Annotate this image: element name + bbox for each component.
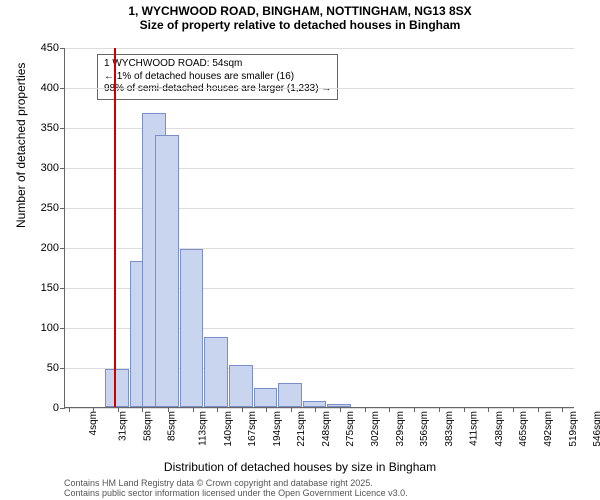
x-tick-label: 519sqm bbox=[568, 411, 579, 447]
x-tick-mark bbox=[464, 407, 465, 412]
x-tick-mark bbox=[69, 407, 70, 412]
y-tick-mark bbox=[60, 408, 65, 409]
plot-area: 1 WYCHWOOD ROAD: 54sqm ← 1% of detached … bbox=[64, 48, 574, 408]
histogram-bar bbox=[278, 383, 302, 407]
x-tick-label: 383sqm bbox=[444, 411, 455, 447]
y-tick-mark bbox=[60, 328, 65, 329]
credits: Contains HM Land Registry data © Crown c… bbox=[64, 478, 408, 499]
credits-line2: Contains public sector information licen… bbox=[64, 488, 408, 498]
x-tick-mark bbox=[315, 407, 316, 412]
y-tick-mark bbox=[60, 368, 65, 369]
y-tick-label: 50 bbox=[47, 362, 59, 374]
x-tick-label: 438sqm bbox=[494, 411, 505, 447]
x-tick-mark bbox=[217, 407, 218, 412]
x-tick-label: 85sqm bbox=[167, 411, 178, 441]
x-tick-label: 167sqm bbox=[247, 411, 258, 447]
x-tick-mark bbox=[513, 407, 514, 412]
x-tick-label: 465sqm bbox=[519, 411, 530, 447]
x-tick-label: 221sqm bbox=[296, 411, 307, 447]
x-tick-mark bbox=[193, 407, 194, 412]
x-axis-title: Distribution of detached houses by size … bbox=[0, 460, 600, 474]
y-tick-label: 250 bbox=[41, 202, 59, 214]
x-tick-mark bbox=[340, 407, 341, 412]
grid-line bbox=[65, 48, 574, 49]
x-tick-mark bbox=[538, 407, 539, 412]
histogram-bar bbox=[105, 369, 129, 407]
annotation-line1: 1 WYCHWOOD ROAD: 54sqm bbox=[104, 58, 331, 71]
x-tick-mark bbox=[414, 407, 415, 412]
x-tick-mark bbox=[439, 407, 440, 412]
x-tick-label: 492sqm bbox=[543, 411, 554, 447]
grid-line bbox=[65, 88, 574, 89]
y-tick-label: 0 bbox=[53, 402, 59, 414]
grid-line bbox=[65, 168, 574, 169]
y-tick-mark bbox=[60, 88, 65, 89]
x-tick-mark bbox=[142, 407, 143, 412]
x-tick-mark bbox=[562, 407, 563, 412]
histogram-bar bbox=[180, 249, 204, 407]
y-tick-mark bbox=[60, 288, 65, 289]
y-tick-mark bbox=[60, 128, 65, 129]
histogram-bar bbox=[204, 337, 228, 407]
y-tick-label: 450 bbox=[41, 42, 59, 54]
annotation-line3: 98% of semi-detached houses are larger (… bbox=[104, 83, 331, 96]
annotation-line2: ← 1% of detached houses are smaller (16) bbox=[104, 71, 331, 84]
y-tick-mark bbox=[60, 208, 65, 209]
x-tick-label: 302sqm bbox=[370, 411, 381, 447]
title-block: 1, WYCHWOOD ROAD, BINGHAM, NOTTINGHAM, N… bbox=[0, 0, 600, 34]
x-tick-mark bbox=[291, 407, 292, 412]
grid-line bbox=[65, 248, 574, 249]
grid-line bbox=[65, 208, 574, 209]
x-tick-mark bbox=[93, 407, 94, 412]
x-tick-mark bbox=[389, 407, 390, 412]
reference-line bbox=[114, 48, 116, 407]
title-line1: 1, WYCHWOOD ROAD, BINGHAM, NOTTINGHAM, N… bbox=[0, 4, 600, 18]
y-tick-mark bbox=[60, 248, 65, 249]
x-tick-label: 329sqm bbox=[395, 411, 406, 447]
y-tick-mark bbox=[60, 48, 65, 49]
x-tick-mark bbox=[266, 407, 267, 412]
x-tick-label: 113sqm bbox=[197, 411, 208, 446]
y-tick-label: 350 bbox=[41, 122, 59, 134]
x-tick-label: 546sqm bbox=[592, 411, 600, 447]
y-tick-mark bbox=[60, 168, 65, 169]
x-tick-label: 275sqm bbox=[346, 411, 357, 447]
y-tick-label: 100 bbox=[41, 322, 59, 334]
y-axis-title: Number of detached properties bbox=[14, 63, 28, 228]
x-tick-label: 248sqm bbox=[321, 411, 332, 447]
x-tick-mark bbox=[242, 407, 243, 412]
chart-container: 1, WYCHWOOD ROAD, BINGHAM, NOTTINGHAM, N… bbox=[0, 0, 600, 500]
x-tick-label: 58sqm bbox=[142, 411, 153, 441]
histogram-bar bbox=[229, 365, 253, 407]
annotation-box: 1 WYCHWOOD ROAD: 54sqm ← 1% of detached … bbox=[97, 54, 338, 100]
x-tick-mark bbox=[488, 407, 489, 412]
y-tick-label: 200 bbox=[41, 242, 59, 254]
y-tick-label: 400 bbox=[41, 82, 59, 94]
x-tick-label: 4sqm bbox=[88, 411, 99, 435]
histogram-bar bbox=[254, 388, 278, 407]
grid-line bbox=[65, 128, 574, 129]
x-tick-mark bbox=[365, 407, 366, 412]
title-line2: Size of property relative to detached ho… bbox=[0, 18, 600, 32]
x-tick-label: 356sqm bbox=[419, 411, 430, 447]
x-tick-label: 411sqm bbox=[469, 411, 480, 446]
x-tick-mark bbox=[168, 407, 169, 412]
credits-line1: Contains HM Land Registry data © Crown c… bbox=[64, 478, 408, 488]
x-tick-label: 31sqm bbox=[118, 411, 129, 441]
y-tick-label: 300 bbox=[41, 162, 59, 174]
histogram-bar bbox=[155, 135, 179, 407]
x-tick-label: 194sqm bbox=[272, 411, 283, 447]
x-tick-mark bbox=[118, 407, 119, 412]
y-tick-label: 150 bbox=[41, 282, 59, 294]
x-tick-label: 140sqm bbox=[223, 411, 234, 447]
grid-line bbox=[65, 408, 574, 409]
